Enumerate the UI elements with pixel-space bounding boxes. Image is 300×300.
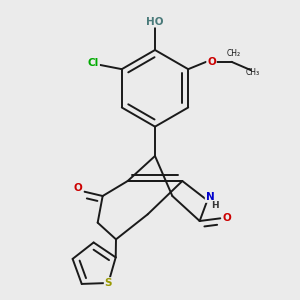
Text: HO: HO xyxy=(146,17,164,27)
Text: CH₃: CH₃ xyxy=(245,68,260,77)
Text: N: N xyxy=(206,192,214,202)
Text: O: O xyxy=(223,213,231,223)
Text: O: O xyxy=(74,183,83,193)
Text: CH₂: CH₂ xyxy=(226,49,240,58)
Text: S: S xyxy=(105,278,112,288)
Text: Cl: Cl xyxy=(88,58,99,68)
Text: O: O xyxy=(207,57,216,67)
Text: H: H xyxy=(211,201,218,210)
